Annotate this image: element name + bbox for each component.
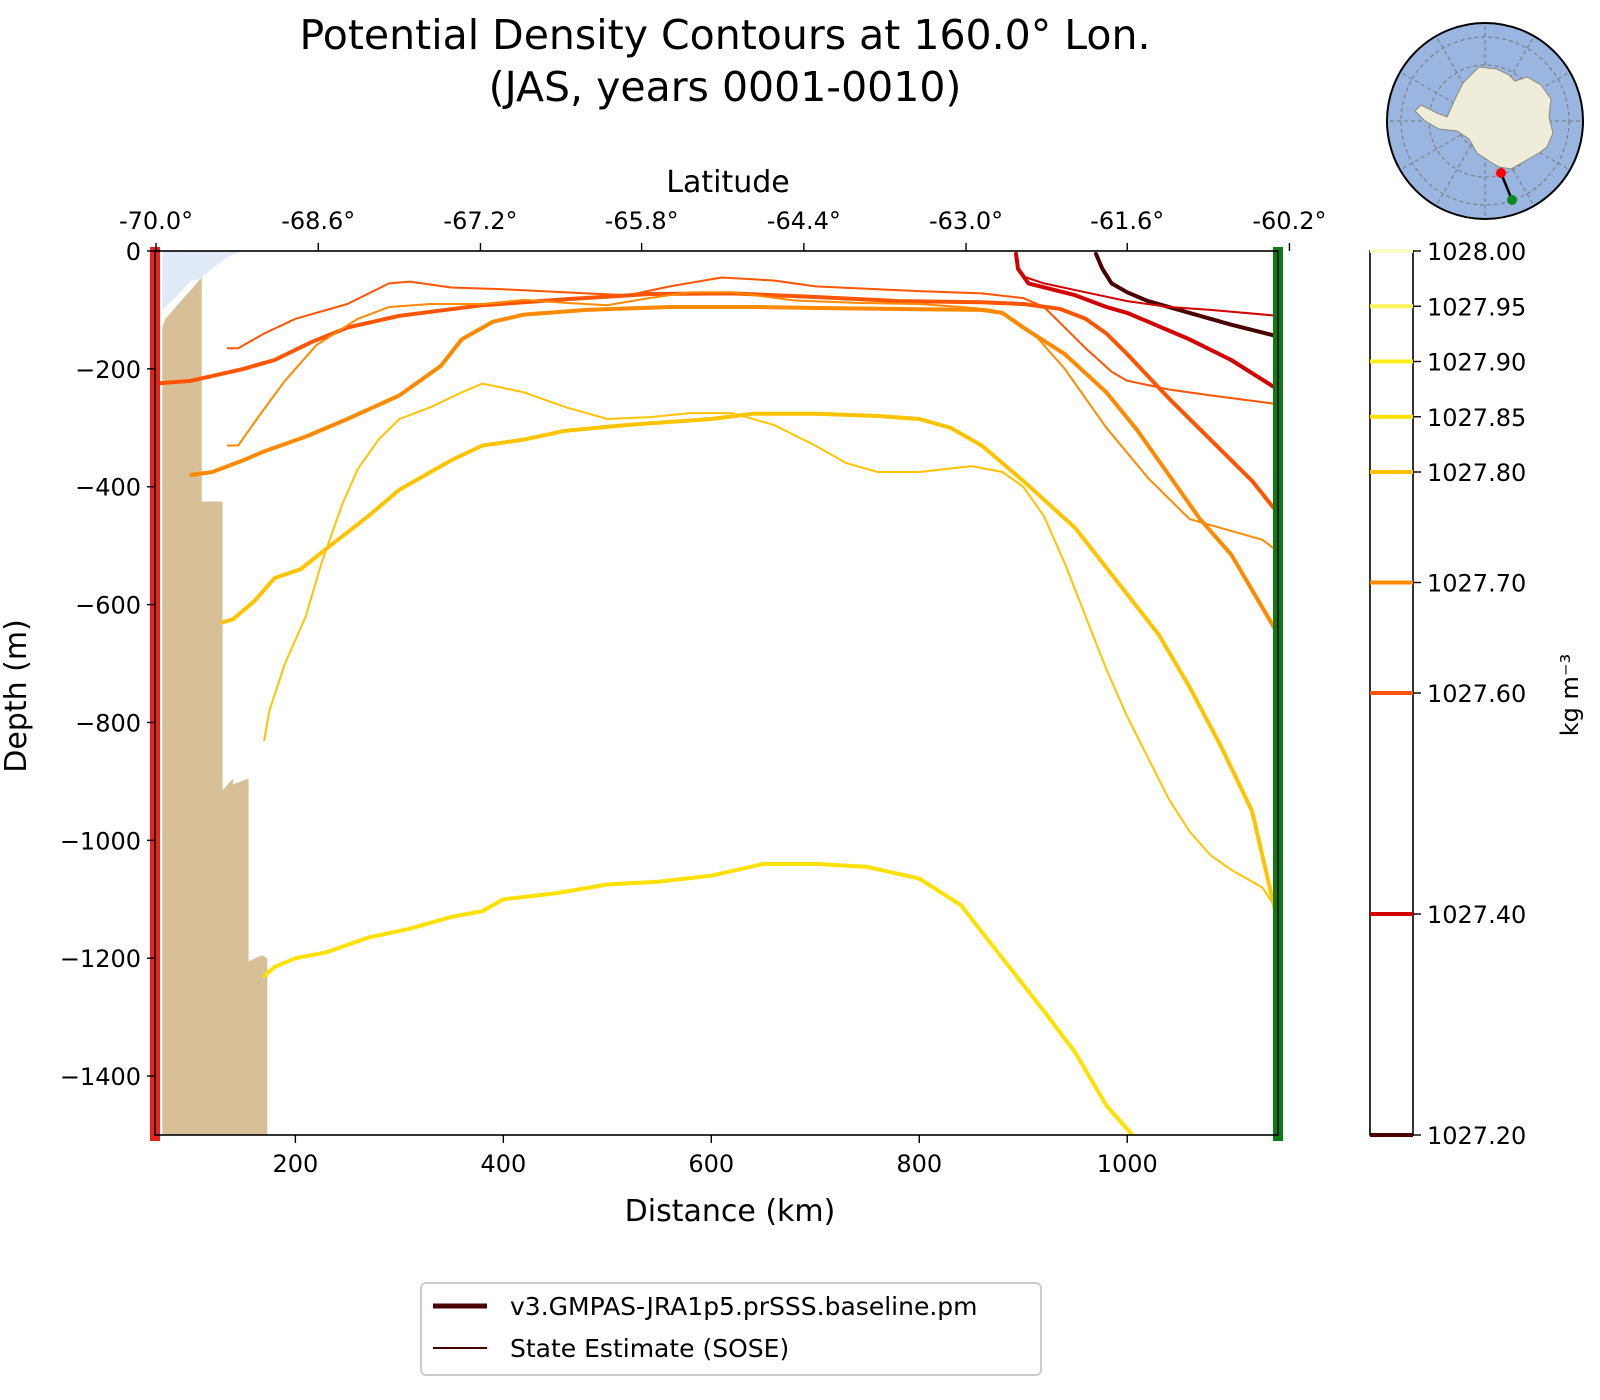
colorbar-label: kg m⁻³ — [1556, 654, 1584, 736]
colorbar-tick-label: 1027.60 — [1427, 680, 1526, 708]
contour-model-1027-85 — [262, 861, 1135, 1135]
lat-tick-label: -60.2° — [1252, 207, 1326, 235]
x-tick-label: 600 — [688, 1150, 734, 1178]
contour-sose-1027-70 — [226, 291, 1278, 553]
contour-model-1027-40 — [1014, 251, 1278, 392]
contour-sose-1027-80 — [263, 382, 1278, 913]
contour-model-1027-60 — [155, 291, 1278, 516]
y-tick-label: −400 — [75, 474, 141, 502]
map-antarctica — [1414, 66, 1554, 170]
lat-tick-label: -67.2° — [443, 207, 517, 235]
colorbar: 1028.00 1027.95 1027.90 1027.85 1027.80 1027.… — [1369, 238, 1526, 1150]
chart-title-line2: (JAS, years 0001-0010) — [489, 63, 962, 111]
contour-sose-1027-60 — [226, 276, 1278, 406]
map-transect-start — [1496, 168, 1506, 178]
y-tick-label: −200 — [75, 356, 141, 384]
legend-box — [420, 1282, 1042, 1376]
y-tick-label: −600 — [75, 592, 141, 620]
y-tick-label: 0 — [126, 238, 141, 266]
y-axis-label: Depth (m) — [0, 619, 34, 773]
contour-model-1027-80 — [220, 411, 1278, 925]
colorbar-tick-label: 1028.00 — [1427, 238, 1526, 266]
y-tick-label: −1400 — [60, 1063, 141, 1091]
legend-label: v3.GMPAS-JRA1p5.prSSS.baseline.pm — [510, 1292, 978, 1321]
bathymetry — [162, 277, 268, 1135]
colorbar-tick-label: 1027.20 — [1427, 1122, 1526, 1150]
x-tick-label: 400 — [480, 1150, 526, 1178]
plot-contents — [155, 251, 1278, 1135]
lat-tick-label: -63.0° — [929, 207, 1003, 235]
ice-shelf — [162, 251, 244, 310]
lat-tick-label: -64.4° — [767, 207, 841, 235]
contour-sose-1027-40 — [1025, 276, 1278, 317]
lat-tick-label: -61.6° — [1090, 207, 1164, 235]
lat-tick-label: -65.8° — [605, 207, 679, 235]
colorbar-tick-label: 1027.85 — [1427, 404, 1526, 432]
contour-model-1027-70 — [189, 305, 1278, 637]
colorbar-tick-label: 1027.90 — [1427, 349, 1526, 377]
plot-area: 200 400 600 800 1000 0 −200 −400 −600 −800 −1000 −1… — [60, 207, 1327, 1178]
legend: v3.GMPAS-JRA1p5.prSSS.baseline.pm State E… — [420, 1282, 1042, 1376]
x-axis-label: Distance (km) — [625, 1194, 836, 1229]
y-tick-label: −1000 — [60, 827, 141, 855]
lat-tick-label: -70.0° — [119, 207, 193, 235]
top-axis-label: Latitude — [666, 165, 789, 200]
chart-title-line1: Potential Density Contours at 160.0° Lon… — [299, 11, 1150, 59]
colorbar-tick-label: 1027.80 — [1427, 459, 1526, 487]
x-tick-label: 200 — [272, 1150, 318, 1178]
map-transect-end — [1507, 195, 1517, 205]
lat-tick-label: -68.6° — [281, 207, 355, 235]
location-map — [1386, 22, 1584, 220]
plot-frame — [154, 250, 1279, 1136]
contour-model-1027-20 — [1094, 251, 1278, 339]
colorbar-tick-label: 1027.70 — [1427, 570, 1526, 598]
x-tick-label: 1000 — [1097, 1150, 1158, 1178]
legend-label: State Estimate (SOSE) — [510, 1334, 789, 1363]
x-tick-label: 800 — [896, 1150, 942, 1178]
colorbar-tick-label: 1027.95 — [1427, 293, 1526, 321]
colorbar-tick-label: 1027.40 — [1427, 901, 1526, 929]
y-tick-label: −800 — [75, 709, 141, 737]
y-tick-label: −1200 — [60, 945, 141, 973]
